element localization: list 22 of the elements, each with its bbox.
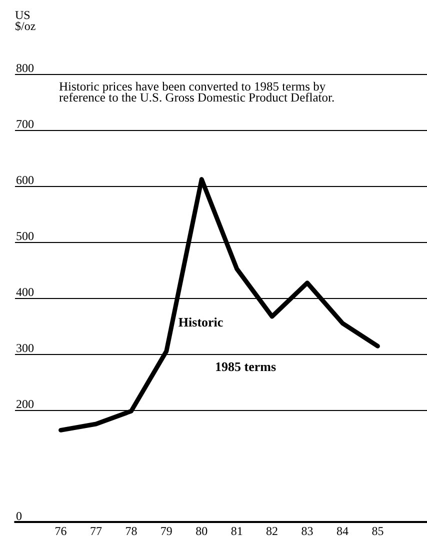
x-tick-label: 81 [230, 524, 243, 538]
annotation: 1985 terms [215, 359, 276, 374]
y-tick-label: 800 [16, 61, 34, 75]
x-tick-label: 82 [266, 524, 278, 538]
y-tick-label: 400 [16, 285, 34, 299]
y-tick-label: 600 [16, 173, 34, 187]
x-tick-label: 80 [196, 524, 208, 538]
y-tick-label: 300 [16, 341, 34, 355]
annotation: Historic prices have been converted to 1985 terms by reference to the U.S. Gross Domestic Product Deflator. [59, 80, 335, 104]
y-tick-label: 200 [16, 397, 34, 411]
x-tick-label: 85 [372, 524, 384, 538]
series-label: Historic [178, 314, 224, 330]
y-tick-label: 500 [16, 229, 34, 243]
x-tick-label: 79 [160, 524, 172, 538]
x-tick-label: 76 [54, 524, 67, 538]
y-axis-title: US $/oz [15, 8, 36, 33]
x-tick-label: 83 [301, 524, 314, 538]
y-tick-label: 0 [16, 509, 22, 523]
y-tick-label: 700 [16, 117, 34, 131]
x-tick-label: 84 [336, 524, 348, 538]
x-tick-label: 78 [125, 524, 138, 538]
x-tick-label: 77 [90, 524, 102, 538]
